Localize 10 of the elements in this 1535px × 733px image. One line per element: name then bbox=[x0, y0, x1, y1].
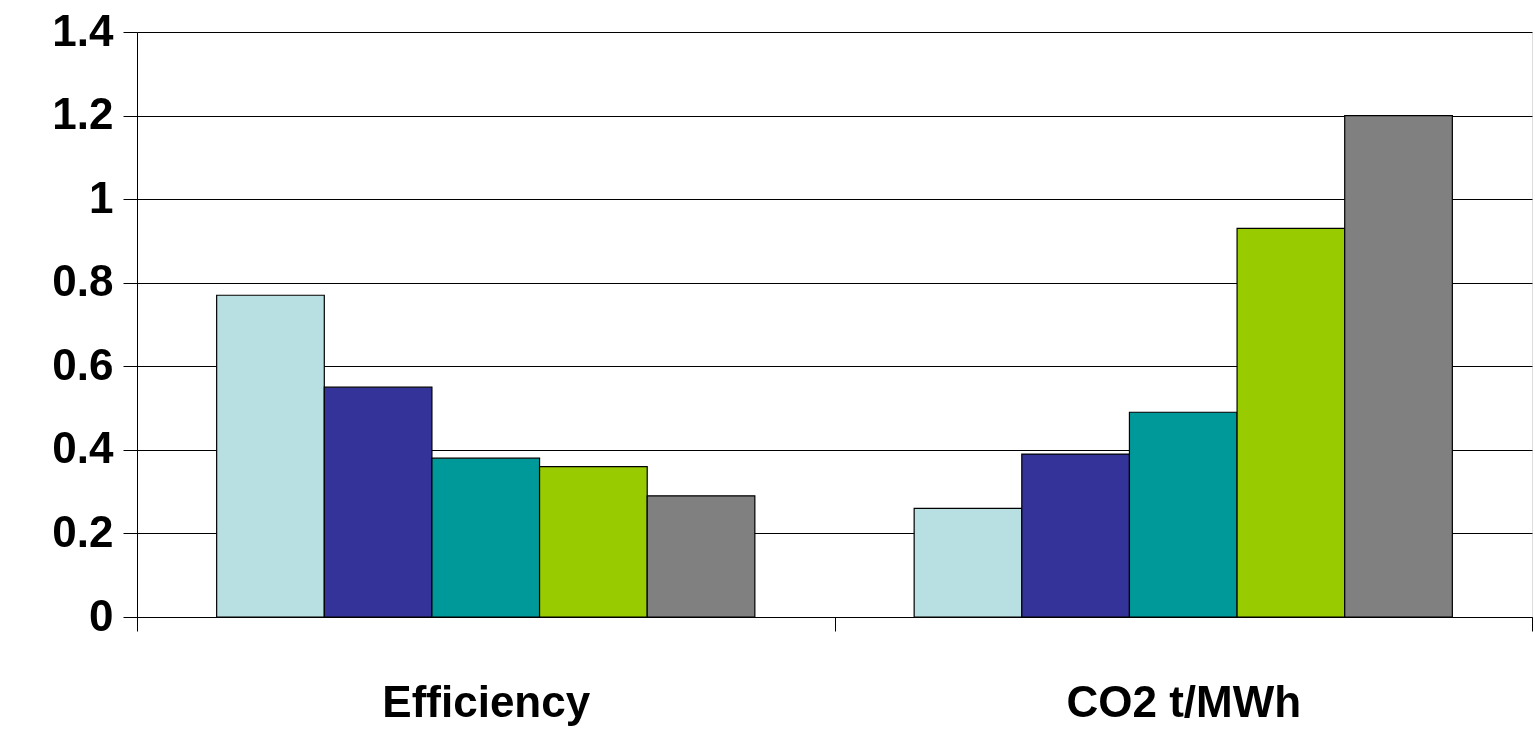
y-tick-label: 0.4 bbox=[52, 423, 115, 473]
y-tick-label: 0 bbox=[89, 590, 114, 640]
x-tick-label: Efficiency bbox=[382, 676, 591, 726]
y-tick-label: 1 bbox=[89, 172, 114, 222]
y-tick-label: 1.2 bbox=[52, 89, 114, 139]
y-tick-label: 1.4 bbox=[52, 5, 115, 55]
x-tick-label: CO2 t/MWh bbox=[1066, 676, 1302, 726]
y-tick-label: 0.8 bbox=[52, 256, 114, 306]
y-tick-label: 0.2 bbox=[52, 506, 114, 556]
y-tick-label: 0.6 bbox=[52, 339, 114, 389]
